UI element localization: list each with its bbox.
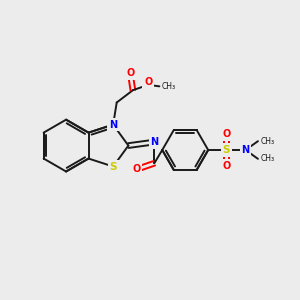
- Text: O: O: [133, 164, 141, 173]
- Text: N: N: [150, 137, 158, 147]
- Text: S: S: [223, 145, 230, 155]
- Text: CH₃: CH₃: [260, 137, 274, 146]
- Text: O: O: [144, 77, 152, 87]
- Text: N: N: [242, 145, 250, 155]
- Text: O: O: [126, 68, 135, 78]
- Text: O: O: [222, 161, 231, 171]
- Text: CH₃: CH₃: [162, 82, 176, 91]
- Text: S: S: [110, 161, 117, 172]
- Text: CH₃: CH₃: [260, 154, 274, 163]
- Text: O: O: [222, 129, 231, 139]
- Text: N: N: [109, 120, 117, 130]
